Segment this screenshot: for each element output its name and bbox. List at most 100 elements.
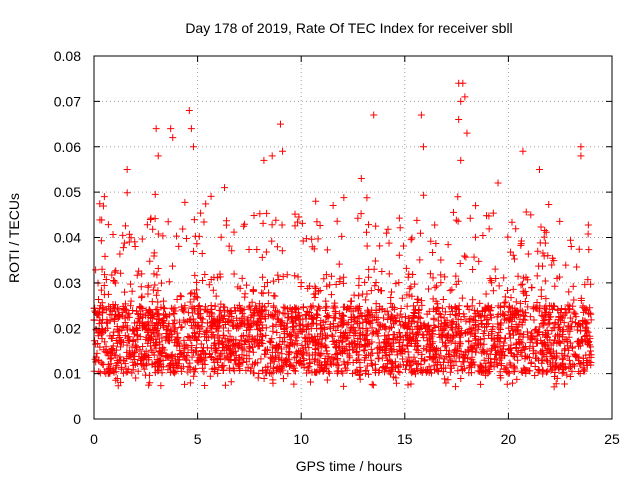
data-point bbox=[208, 310, 216, 318]
data-point bbox=[279, 362, 287, 370]
data-point bbox=[393, 334, 401, 342]
data-point bbox=[471, 233, 479, 241]
data-point bbox=[298, 328, 306, 336]
data-point bbox=[357, 175, 365, 183]
data-point bbox=[531, 335, 539, 343]
data-point bbox=[134, 360, 142, 368]
data-point bbox=[583, 305, 591, 313]
data-point bbox=[557, 305, 565, 313]
data-point bbox=[538, 320, 546, 328]
data-point bbox=[360, 356, 368, 364]
data-point bbox=[347, 297, 355, 305]
data-point bbox=[268, 348, 276, 356]
data-point bbox=[157, 356, 165, 364]
data-point bbox=[186, 364, 194, 372]
data-point bbox=[216, 307, 224, 315]
data-point bbox=[465, 337, 473, 345]
data-point bbox=[399, 336, 407, 344]
data-point bbox=[224, 356, 232, 364]
data-point bbox=[292, 314, 300, 322]
data-point bbox=[240, 222, 248, 230]
data-point bbox=[547, 366, 555, 374]
data-point bbox=[487, 314, 495, 322]
data-point bbox=[252, 322, 260, 330]
data-point bbox=[336, 342, 344, 350]
data-point bbox=[316, 222, 324, 230]
data-point bbox=[96, 316, 104, 324]
data-point bbox=[259, 340, 267, 348]
data-point bbox=[396, 346, 404, 354]
data-point bbox=[191, 330, 199, 338]
data-point bbox=[243, 281, 251, 289]
data-point bbox=[460, 252, 468, 260]
data-point bbox=[100, 305, 108, 313]
data-point bbox=[403, 302, 411, 310]
data-point bbox=[328, 355, 336, 363]
data-point bbox=[325, 369, 333, 377]
data-point bbox=[307, 325, 315, 333]
data-point bbox=[180, 316, 188, 324]
data-point bbox=[577, 152, 585, 160]
data-point bbox=[145, 331, 153, 339]
data-point bbox=[493, 313, 501, 321]
data-point bbox=[199, 277, 207, 285]
data-point bbox=[560, 319, 568, 327]
data-point bbox=[225, 242, 233, 250]
data-point bbox=[332, 280, 340, 288]
data-point bbox=[406, 285, 414, 293]
data-point bbox=[375, 354, 383, 362]
data-point bbox=[494, 320, 502, 328]
data-point bbox=[419, 143, 427, 151]
y-tick-label: 0.08 bbox=[54, 48, 81, 64]
data-point bbox=[290, 367, 298, 375]
data-point bbox=[351, 326, 359, 334]
data-point bbox=[121, 288, 129, 296]
data-point bbox=[401, 313, 409, 321]
data-point bbox=[234, 361, 242, 369]
data-point bbox=[460, 365, 468, 373]
data-point bbox=[327, 291, 335, 299]
data-point bbox=[434, 361, 442, 369]
data-point bbox=[214, 369, 222, 377]
data-point bbox=[534, 329, 542, 337]
data-point bbox=[553, 274, 561, 282]
data-point bbox=[173, 342, 181, 350]
data-point bbox=[148, 311, 156, 319]
data-point bbox=[185, 106, 193, 114]
data-point bbox=[435, 354, 443, 362]
data-point bbox=[496, 368, 504, 376]
data-point bbox=[417, 355, 425, 363]
data-point bbox=[398, 313, 406, 321]
data-point bbox=[566, 323, 574, 331]
data-point bbox=[151, 281, 159, 289]
data-point bbox=[286, 361, 294, 369]
data-point bbox=[135, 318, 143, 326]
data-point bbox=[159, 344, 167, 352]
data-point bbox=[517, 281, 525, 289]
data-point bbox=[296, 359, 304, 367]
data-point bbox=[372, 222, 380, 230]
data-point bbox=[184, 332, 192, 340]
data-point bbox=[296, 347, 304, 355]
data-point bbox=[188, 309, 196, 317]
data-point bbox=[321, 358, 329, 366]
data-point bbox=[387, 323, 395, 331]
data-point bbox=[177, 293, 185, 301]
data-point bbox=[506, 359, 514, 367]
data-point bbox=[527, 358, 535, 366]
data-point bbox=[403, 291, 411, 299]
data-point bbox=[558, 356, 566, 364]
data-point bbox=[207, 275, 215, 283]
data-point bbox=[480, 356, 488, 364]
data-point bbox=[182, 343, 190, 351]
data-point bbox=[208, 354, 216, 362]
data-point bbox=[278, 350, 286, 358]
data-point bbox=[587, 353, 595, 361]
data-point bbox=[267, 359, 275, 367]
data-point bbox=[517, 241, 525, 249]
data-point bbox=[476, 311, 484, 319]
data-point bbox=[295, 315, 303, 323]
data-point bbox=[455, 310, 463, 318]
data-point bbox=[183, 352, 191, 360]
data-point bbox=[375, 367, 383, 375]
